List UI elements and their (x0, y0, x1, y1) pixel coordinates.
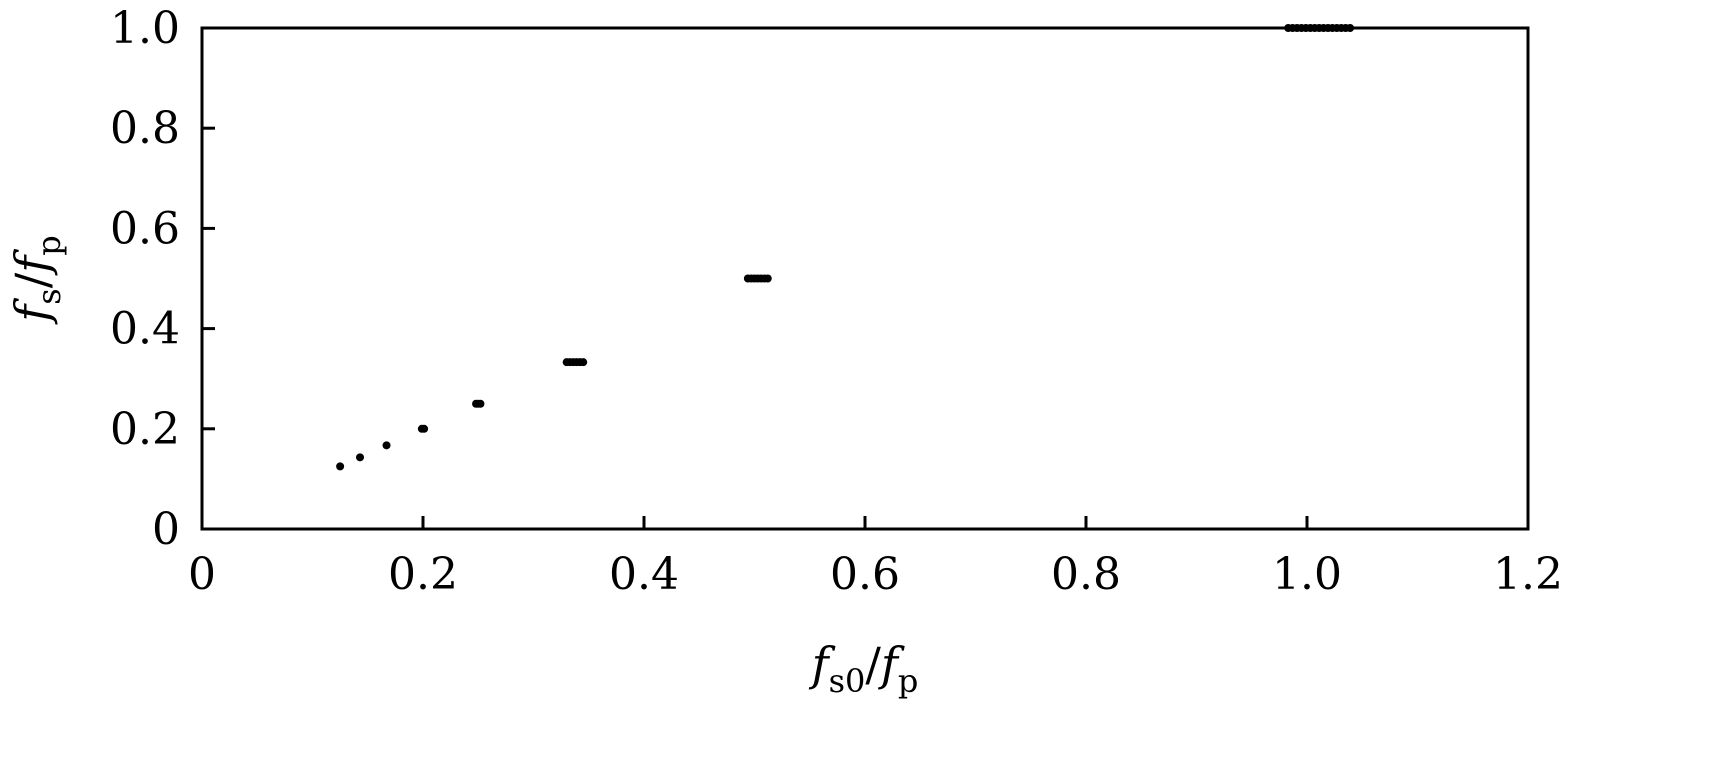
x-axis-ticks: 0 0.2 0.4 0.6 0.8 1.0 1.2 (188, 516, 1563, 600)
x-tick-label: 0.6 (830, 549, 900, 600)
x-tick-label: 0.2 (388, 549, 458, 600)
y-axis-ticks: 0 0.2 0.4 0.6 0.8 1.0 (110, 3, 215, 555)
data-points (336, 24, 1355, 471)
y-tick-label: 0.8 (110, 103, 180, 154)
x-tick-label: 0 (188, 549, 216, 600)
data-point (420, 424, 429, 433)
plot-frame (200, 26, 1530, 531)
data-point (336, 462, 345, 471)
data-point (356, 453, 365, 462)
data-point (382, 441, 391, 450)
data-point (1346, 24, 1355, 32)
x-tick-label: 0.8 (1051, 549, 1121, 600)
x-tick-label: 0.4 (609, 549, 679, 600)
y-tick-label: 0 (152, 504, 180, 555)
y-tick-label: 1.0 (110, 3, 180, 54)
data-point (579, 358, 588, 367)
y-tick-label: 0.2 (110, 404, 180, 455)
x-tick-label: 1.0 (1272, 549, 1342, 600)
y-tick-label: 0.6 (110, 203, 180, 254)
data-point (476, 399, 485, 408)
x-axis-label: fs0/fp (809, 637, 919, 700)
data-point (763, 274, 772, 283)
y-tick-label: 0.4 (110, 304, 180, 355)
x-tick-label: 1.2 (1493, 549, 1563, 600)
y-axis-label: fs/fp (5, 235, 68, 324)
